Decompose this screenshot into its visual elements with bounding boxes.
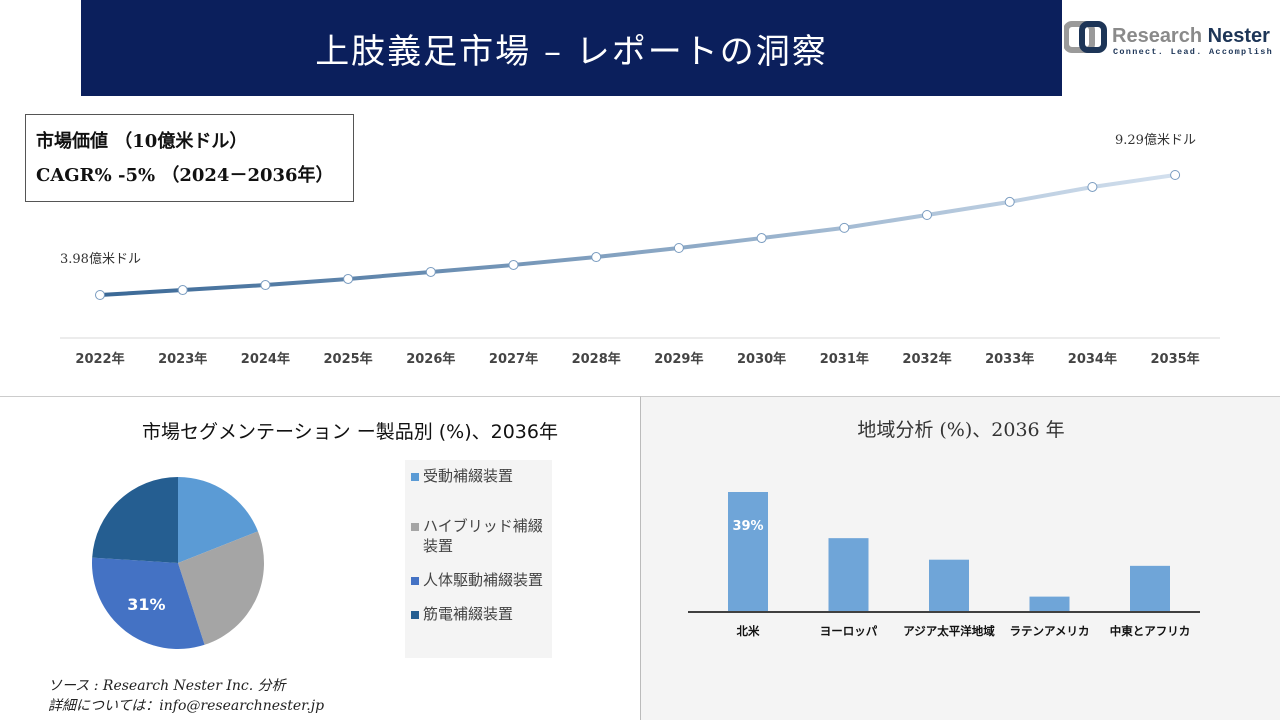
value-line <box>99 173 1176 297</box>
region-bar <box>1029 596 1070 612</box>
region-label: 北米 <box>737 624 760 638</box>
data-point <box>1087 181 1098 192</box>
last-value-label: 9.29億米ドル <box>1115 132 1196 148</box>
region-bar <box>728 492 768 612</box>
page-title: 上肢義足市場 – レポートの洞察 <box>81 0 1062 96</box>
data-point <box>95 290 105 300</box>
x-tick-label: 2035年 <box>1151 351 1200 367</box>
region-label: ラテンアメリカ <box>1010 624 1090 638</box>
market-info-box: 市場価値 （10億米ドル） CAGR% -5% （2024－2036年） <box>25 114 354 202</box>
region-label: アジア太平洋地域 <box>903 624 995 638</box>
pie-label: 31% <box>127 595 165 614</box>
pie-slice <box>178 531 264 645</box>
segment-pie-chart: 31% <box>91 477 264 649</box>
x-tick-label: 2024年 <box>241 351 290 367</box>
segment-panel: 市場セグメンテーション ー製品別 (%)、2036年 <box>0 396 640 720</box>
region-label: ヨーロッパ <box>820 624 878 638</box>
first-value-label: 3.98億米ドル <box>60 251 141 267</box>
data-point <box>508 259 519 270</box>
pie-title: 市場セグメンテーション ー製品別 (%)、2036年 <box>142 421 558 443</box>
source-line: ソース : Research Nester Inc. 分析 <box>48 678 286 694</box>
legend-label: 受動補綴装置 <box>423 467 514 485</box>
x-tick-label: 2030年 <box>737 351 786 367</box>
legend-item: 受動補綴装置 <box>409 466 548 486</box>
contact-line[interactable]: 詳細については：info@researchnester.jp <box>48 698 325 714</box>
x-tick-label: 2029年 <box>654 351 703 367</box>
research-nester-logo: Research Nester Connect. Lead. Accomplis… <box>1064 21 1273 57</box>
x-tick-label: 2033年 <box>985 351 1034 367</box>
bar-label: 39% <box>732 519 763 534</box>
market-value-line-chart: 2022年 2023年 2024年 2025年 2026年 2027年 2028年 2029年… <box>60 132 1220 367</box>
legend-swatch <box>411 523 419 531</box>
data-point <box>425 266 436 277</box>
x-tick-label: 2027年 <box>489 351 538 367</box>
data-point <box>177 285 188 296</box>
legend-swatch <box>411 577 419 585</box>
x-tick-label: 2025年 <box>324 351 373 367</box>
market-value-label: 市場価値 （10億米ドル） <box>36 131 248 152</box>
legend-label: 人体駆動補綴装置 <box>423 571 544 589</box>
x-tick-label: 2023年 <box>158 351 207 367</box>
data-point <box>260 280 271 291</box>
x-tick-label: 2032年 <box>902 351 951 367</box>
source-note: ソース : Research Nester Inc. 分析 詳細については：in… <box>48 676 324 716</box>
x-tick-label: 2022年 <box>75 351 124 367</box>
region-bar <box>929 559 969 612</box>
data-point <box>1004 196 1015 207</box>
legend-label: ハイブリッド補綴装置 <box>423 517 543 555</box>
region-label: 中東とアフリカ <box>1110 624 1191 638</box>
data-point <box>839 222 850 233</box>
pie-slice <box>92 477 178 563</box>
cagr-label: CAGR% -5% （2024－2036年） <box>36 165 334 186</box>
legend-swatch <box>411 473 419 481</box>
pie-slice <box>91 557 205 649</box>
pie-slice <box>178 477 258 563</box>
legend-item: ハイブリッド補綴装置 <box>409 516 548 556</box>
svg-text:Connect. Lead. Accomplish: Connect. Lead. Accomplish <box>1113 47 1273 57</box>
region-bar-chart: 39% 北米 ヨーロッパ アジア太平洋地域 ラテンアメリカ 中東とアフリカ <box>688 492 1200 638</box>
pie-legend: 受動補綴装置ハイブリッド補綴装置人体駆動補綴装置 筋電補綴装置 <box>405 460 552 658</box>
region-bar <box>828 538 869 612</box>
legend-label: 筋電補綴装置 <box>423 605 514 623</box>
legend-item: 人体駆動補綴装置 <box>409 570 548 590</box>
region-bar <box>1130 565 1170 612</box>
data-point <box>343 273 354 284</box>
x-tick-label: 2028年 <box>572 351 621 367</box>
legend-item: 筋電補綴装置 <box>409 604 548 624</box>
bar-title: 地域分析 (%)、2036 年 <box>857 419 1065 441</box>
x-tick-label: 2031年 <box>820 351 869 367</box>
data-point <box>922 210 932 220</box>
x-tick-label: 2026年 <box>406 351 455 367</box>
data-point <box>673 242 684 253</box>
svg-text:Research Nester: Research Nester <box>1112 25 1270 47</box>
data-point <box>1170 170 1181 180</box>
legend-swatch <box>411 611 419 619</box>
data-point <box>591 252 602 263</box>
x-tick-label: 2034年 <box>1068 351 1117 367</box>
data-point <box>756 233 767 244</box>
